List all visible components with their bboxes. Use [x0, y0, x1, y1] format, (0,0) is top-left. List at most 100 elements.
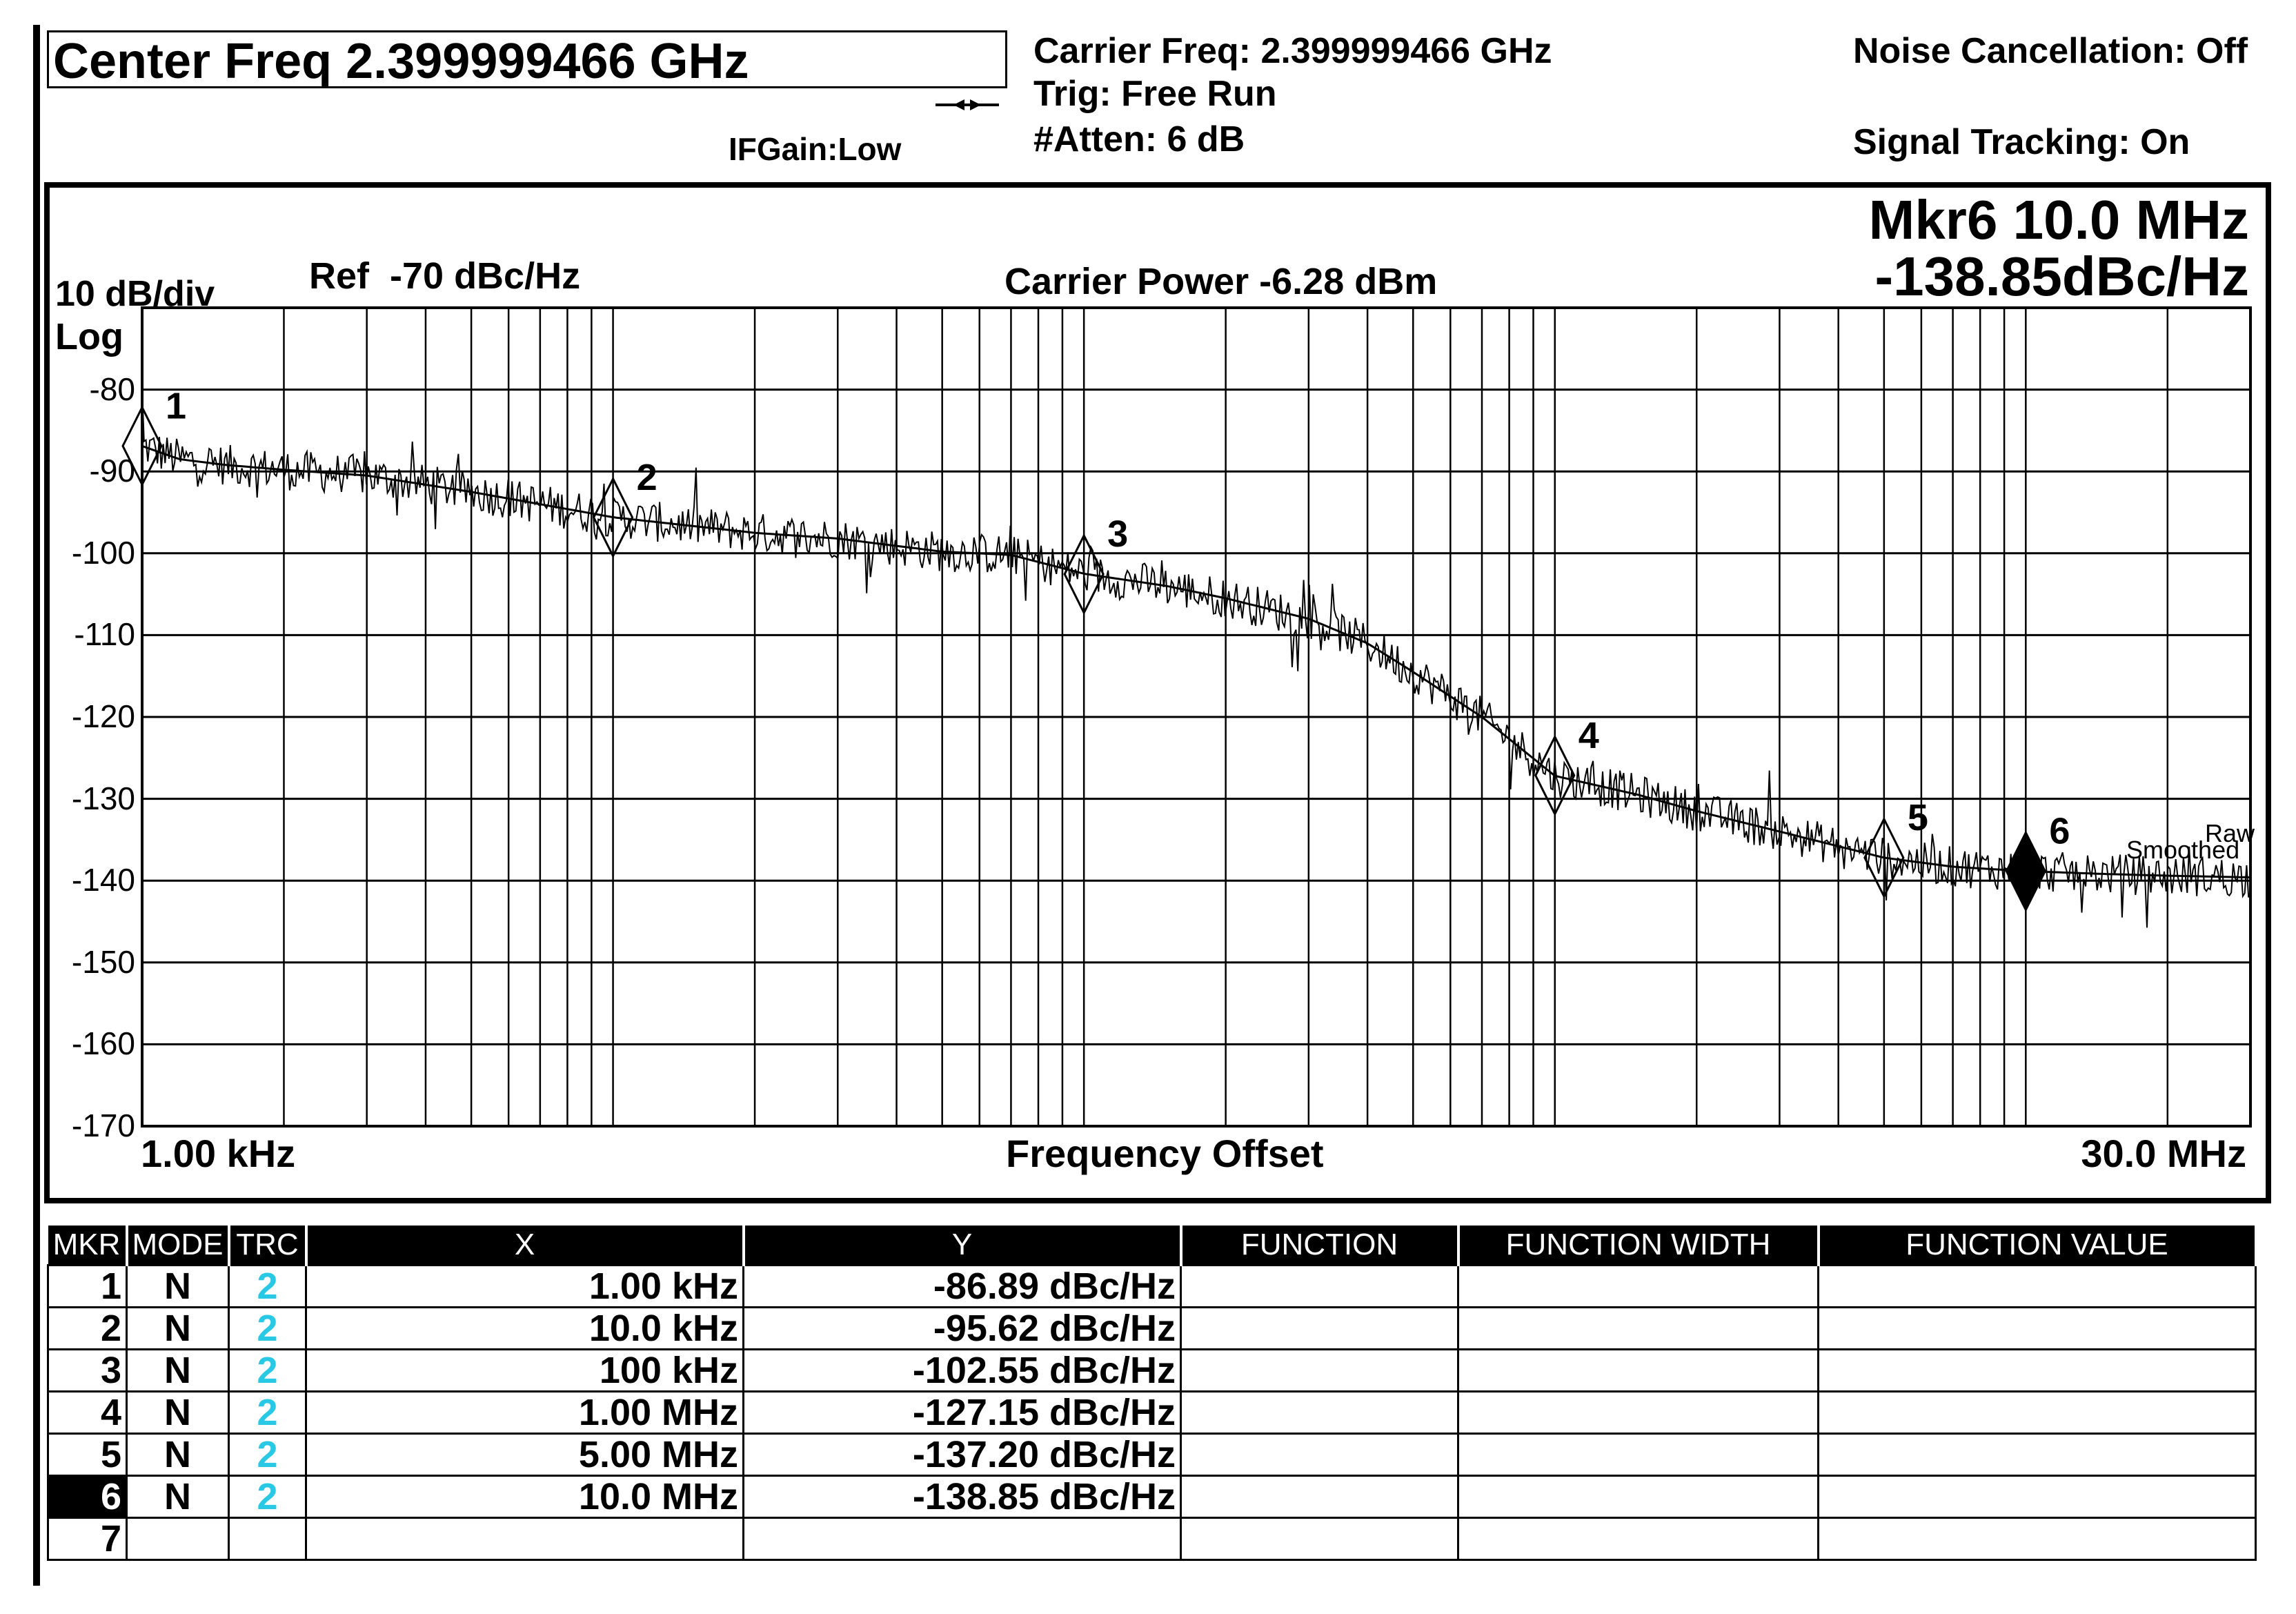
function-cell	[1180, 1306, 1459, 1350]
marker-3-diamond	[1063, 533, 1105, 616]
y-cell: -138.85 dBc/Hz	[742, 1475, 1182, 1519]
function-width-cell	[1457, 1475, 1819, 1519]
mode-cell: N	[126, 1390, 230, 1435]
center-freq-box[interactable]: Center Freq 2.399999466 GHz	[47, 30, 1007, 89]
marker-1-label: 1	[166, 385, 186, 426]
center-freq-label: Center Freq 2.399999466 GHz	[53, 34, 749, 89]
trig-label: Trig: Free Run	[1033, 74, 1277, 114]
y-tick-label: -90	[89, 453, 135, 489]
col-mode: MODE	[126, 1226, 230, 1266]
table-row[interactable]: 5 N 2 5.00 MHz -137.20 dBc/Hz	[47, 1433, 2257, 1477]
y-tick-label: -110	[74, 616, 135, 653]
mode-cell: N	[126, 1348, 230, 1392]
marker-5-diamond	[1863, 816, 1905, 899]
y-tick-label: -150	[71, 943, 135, 980]
mode-cell	[126, 1517, 230, 1561]
raw-trace	[141, 389, 2251, 928]
x-cell: 10.0 MHz	[305, 1475, 744, 1519]
col-y: Y	[743, 1226, 1182, 1266]
mkr-cell: 3	[47, 1348, 128, 1392]
y-tick-label: -160	[71, 1025, 135, 1062]
function-value-cell	[1817, 1390, 2257, 1435]
x-cell: 5.00 MHz	[305, 1433, 744, 1477]
y-tick-label: -140	[71, 862, 135, 898]
freq-arrow-icon	[933, 97, 1002, 117]
col-function-value: FUNCTION VALUE	[1818, 1226, 2257, 1266]
function-cell	[1180, 1433, 1459, 1477]
function-cell	[1180, 1348, 1459, 1392]
y-cell: -127.15 dBc/Hz	[742, 1390, 1182, 1435]
y-cell: -137.20 dBc/Hz	[742, 1433, 1182, 1477]
function-value-cell	[1817, 1264, 2257, 1308]
function-cell	[1180, 1517, 1459, 1561]
trc-cell: 2	[228, 1475, 307, 1519]
col-mkr: MKR	[48, 1226, 128, 1266]
signal-tracking-label: Signal Tracking: On	[1853, 122, 2190, 162]
function-width-cell	[1457, 1348, 1819, 1392]
marker-1-diamond	[121, 404, 163, 487]
function-width-cell	[1457, 1306, 1819, 1350]
function-value-cell	[1817, 1433, 2257, 1477]
function-cell	[1180, 1475, 1459, 1519]
marker-readout-freq: Mkr6 10.0 MHz	[1868, 189, 2249, 250]
x-cell: 10.0 kHz	[305, 1306, 744, 1350]
trc-cell: 2	[228, 1433, 307, 1477]
marker-6-diamond	[2005, 830, 2047, 912]
marker-6-label: 6	[2049, 811, 2070, 852]
carrier-freq-label: Carrier Freq: 2.399999466 GHz	[1033, 31, 1552, 71]
display-area	[44, 182, 2271, 1203]
marker-5-label: 5	[1908, 797, 1928, 838]
trc-cell: 2	[228, 1348, 307, 1392]
col-function: FUNCTION	[1180, 1226, 1460, 1266]
mode-cell: N	[126, 1433, 230, 1477]
table-row[interactable]: 2 N 2 10.0 kHz -95.62 dBc/Hz	[47, 1306, 2257, 1350]
y-cell: -86.89 dBc/Hz	[742, 1264, 1182, 1308]
function-value-cell	[1817, 1306, 2257, 1350]
ifgain-label: IFGain:Low	[729, 131, 902, 167]
y-tick-label: -80	[89, 371, 135, 407]
marker-3-label: 3	[1107, 513, 1128, 555]
table-row[interactable]: 4 N 2 1.00 MHz -127.15 dBc/Hz	[47, 1390, 2257, 1435]
marker-2-diamond	[592, 476, 634, 559]
mkr-cell: 5	[47, 1433, 128, 1477]
trc-cell: 2	[228, 1306, 307, 1350]
trc-cell: 2	[228, 1264, 307, 1308]
x-stop-label: 30.0 MHz	[2081, 1132, 2246, 1175]
mkr-cell: 7	[47, 1517, 128, 1561]
marker-2-label: 2	[637, 457, 657, 498]
mode-cell: N	[126, 1306, 230, 1350]
function-width-cell	[1457, 1264, 1819, 1308]
function-width-cell	[1457, 1517, 1819, 1561]
mkr-cell: 6	[47, 1475, 128, 1519]
x-start-label: 1.00 kHz	[141, 1132, 296, 1175]
noise-cancellation-label: Noise Cancellation: Off	[1853, 31, 2248, 71]
table-row[interactable]: 7	[47, 1517, 2257, 1561]
y-cell: -95.62 dBc/Hz	[742, 1306, 1182, 1350]
marker-4-diamond	[1534, 734, 1576, 817]
marker-table-header: MKR MODE TRC X Y FUNCTION FUNCTION WIDTH…	[48, 1226, 2257, 1266]
table-row-selected[interactable]: 6 N 2 10.0 MHz -138.85 dBc/Hz	[47, 1475, 2257, 1519]
trace-raw-label: Raw	[2205, 819, 2255, 847]
marker-table: MKR MODE TRC X Y FUNCTION FUNCTION WIDTH…	[47, 1226, 2257, 1561]
function-value-cell	[1817, 1348, 2257, 1392]
function-value-cell	[1817, 1517, 2257, 1561]
y-tick-label: -170	[71, 1108, 135, 1143]
x-cell: 1.00 MHz	[305, 1390, 744, 1435]
function-cell	[1180, 1264, 1459, 1308]
instrument-frame	[33, 25, 2275, 1586]
col-x: X	[306, 1226, 745, 1266]
scale-type-label: Log	[55, 316, 123, 357]
ref-level-label: Ref -70 dBc/Hz	[309, 255, 581, 297]
x-cell: 1.00 kHz	[305, 1264, 744, 1308]
col-trc: TRC	[228, 1226, 308, 1266]
function-width-cell	[1457, 1433, 1819, 1477]
trc-cell	[228, 1517, 307, 1561]
x-cell: 100 kHz	[305, 1348, 744, 1392]
y-tick-label: -100	[71, 534, 135, 571]
y-cell: -102.55 dBc/Hz	[742, 1348, 1182, 1392]
marker-4-label: 4	[1578, 715, 1599, 756]
table-row[interactable]: 1 N 2 1.00 kHz -86.89 dBc/Hz	[47, 1264, 2257, 1308]
carrier-power-label: Carrier Power -6.28 dBm	[1004, 261, 1438, 302]
table-row[interactable]: 3 N 2 100 kHz -102.55 dBc/Hz	[47, 1348, 2257, 1392]
x-axis-label: Frequency Offset	[1006, 1132, 1324, 1175]
